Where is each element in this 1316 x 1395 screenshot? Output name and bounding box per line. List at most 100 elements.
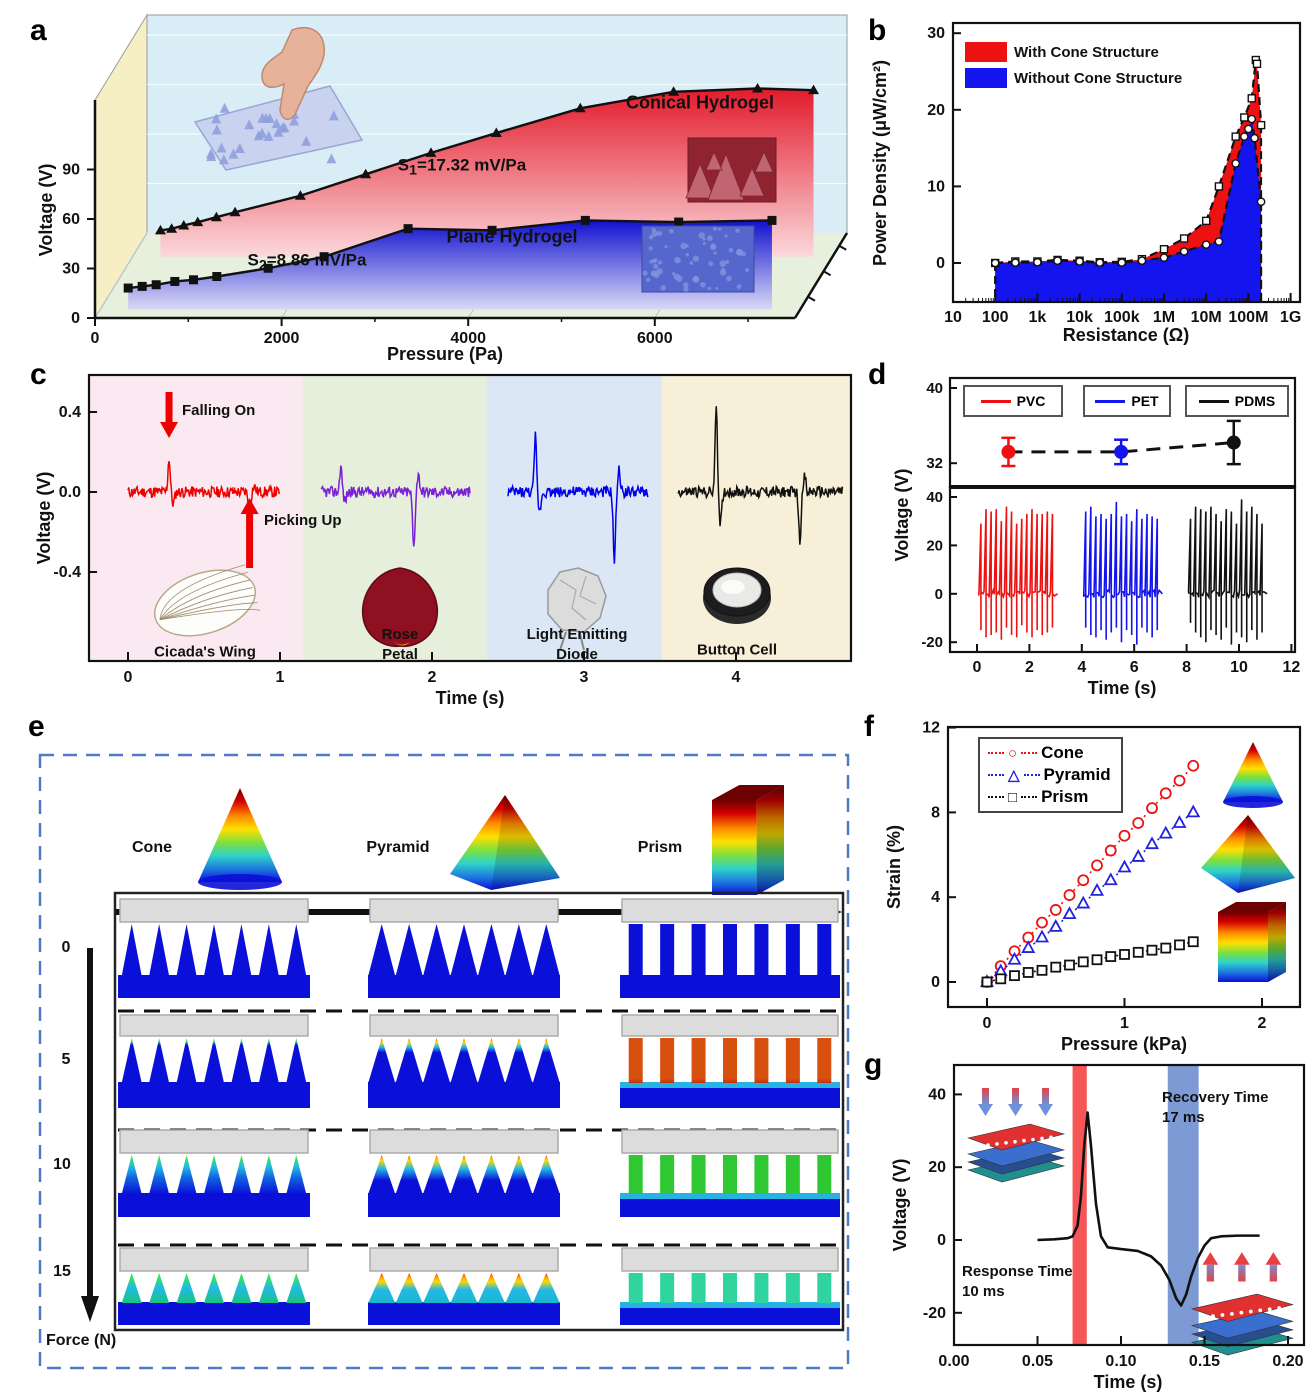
prism-marker-icon: □ xyxy=(1008,788,1018,806)
panel-letter-f: f xyxy=(864,710,874,743)
legend-with-cone: With Cone Structure xyxy=(965,42,1159,62)
panel-letter-a: a xyxy=(30,14,47,47)
svg-text:0: 0 xyxy=(937,1232,946,1249)
svg-text:12: 12 xyxy=(1283,659,1301,676)
recovery-time-label: Recovery Time 17 ms xyxy=(1162,1089,1269,1127)
force-axis-label: Force (N) xyxy=(46,1332,117,1349)
svg-text:2: 2 xyxy=(1258,1015,1267,1032)
plane-hydrogel-label: Plane Hydrogel xyxy=(446,226,578,247)
legend-f-cone: ○ Cone xyxy=(988,743,1111,763)
panel-letter-d: d xyxy=(868,358,887,391)
svg-text:10: 10 xyxy=(944,309,962,326)
svg-text:-20: -20 xyxy=(923,1305,946,1322)
svg-text:12: 12 xyxy=(922,720,940,737)
svg-text:10: 10 xyxy=(1230,659,1248,676)
svg-text:Time (s): Time (s) xyxy=(436,688,505,708)
svg-text:100M: 100M xyxy=(1228,309,1268,326)
svg-text:Voltage (V): Voltage (V) xyxy=(890,1159,910,1252)
svg-text:Power Density (μW/cm²): Power Density (μW/cm²) xyxy=(870,60,890,266)
svg-text:10M: 10M xyxy=(1191,309,1222,326)
pyramid-marker-icon: △ xyxy=(1008,766,1020,784)
svg-text:1: 1 xyxy=(276,669,285,686)
button-cell-label: Button Cell xyxy=(697,641,777,659)
svg-text:0: 0 xyxy=(931,974,940,991)
legend-f-pyramid: △ Pyramid xyxy=(988,765,1111,785)
legend-f: ○ Cone △ Pyramid □ Prism xyxy=(978,737,1123,813)
svg-text:8: 8 xyxy=(931,804,940,821)
svg-text:Strain (%): Strain (%) xyxy=(884,825,904,909)
svg-text:4000: 4000 xyxy=(450,330,486,347)
svg-text:32: 32 xyxy=(926,455,943,472)
svg-text:1k: 1k xyxy=(1029,309,1047,326)
svg-text:2000: 2000 xyxy=(264,330,300,347)
pet-line xyxy=(1095,399,1126,403)
svg-text:0.4: 0.4 xyxy=(59,404,81,421)
svg-text:0.00: 0.00 xyxy=(938,1353,969,1370)
svg-text:0: 0 xyxy=(935,586,943,603)
legend-without-cone: Without Cone Structure xyxy=(965,68,1182,88)
svg-text:0: 0 xyxy=(973,659,982,676)
panel-letter-c: c xyxy=(30,358,47,391)
svg-text:Time (s): Time (s) xyxy=(1094,1372,1163,1392)
svg-text:0.15: 0.15 xyxy=(1189,1353,1220,1370)
rose-petal-label: Rose Petal xyxy=(381,625,419,663)
svg-text:3: 3 xyxy=(580,669,589,686)
conical-hydrogel-label: Conical Hydrogel xyxy=(625,92,775,113)
svg-text:10: 10 xyxy=(927,178,945,195)
led-label: Light Emitting Diode xyxy=(526,625,628,663)
force-0-label: 0 xyxy=(61,939,71,956)
response-time-label: Response Time 10 ms xyxy=(962,1263,1073,1301)
svg-text:0.20: 0.20 xyxy=(1272,1353,1303,1370)
svg-text:40: 40 xyxy=(928,1086,946,1103)
legend-f-prism: □ Prism xyxy=(988,787,1111,807)
with-cone-swatch xyxy=(965,42,1007,62)
svg-text:0.10: 0.10 xyxy=(1105,1353,1136,1370)
cone-shape-label: Cone xyxy=(132,839,172,856)
sensitivity-s2-label: S2=8.86 mV/Pa xyxy=(247,250,367,274)
without-cone-label: Without Cone Structure xyxy=(1014,69,1183,87)
svg-text:40: 40 xyxy=(926,380,943,397)
svg-text:0: 0 xyxy=(124,669,133,686)
svg-text:-20: -20 xyxy=(921,634,943,651)
panel-letter-g: g xyxy=(864,1048,883,1081)
svg-text:-0.4: -0.4 xyxy=(53,564,81,581)
svg-text:6: 6 xyxy=(1130,659,1139,676)
picking-up-label: Picking Up xyxy=(264,512,342,529)
panel-letter-b: b xyxy=(868,14,887,47)
svg-text:20: 20 xyxy=(926,537,943,554)
without-cone-swatch xyxy=(965,68,1007,88)
cone-marker-icon: ○ xyxy=(1008,744,1018,762)
pdms-line xyxy=(1198,399,1229,403)
with-cone-label: With Cone Structure xyxy=(1014,43,1159,61)
svg-text:100k: 100k xyxy=(1104,309,1140,326)
svg-text:0.05: 0.05 xyxy=(1022,1353,1053,1370)
falling-on-label: Falling On xyxy=(182,402,256,419)
pvc-line xyxy=(980,399,1011,403)
svg-text:6000: 6000 xyxy=(637,330,673,347)
svg-text:8: 8 xyxy=(1182,659,1191,676)
svg-text:4: 4 xyxy=(931,889,940,906)
svg-text:4: 4 xyxy=(1077,659,1086,676)
svg-text:10k: 10k xyxy=(1066,309,1093,326)
svg-text:0: 0 xyxy=(936,255,945,272)
svg-text:1M: 1M xyxy=(1153,309,1175,326)
pvc-label: PVC xyxy=(1016,393,1046,409)
force-15-label: 15 xyxy=(53,1263,71,1280)
svg-text:30: 30 xyxy=(927,25,945,42)
svg-text:0.0: 0.0 xyxy=(59,484,81,501)
svg-text:Time (s): Time (s) xyxy=(1088,678,1157,698)
svg-text:4: 4 xyxy=(732,669,741,686)
svg-text:Voltage (V): Voltage (V) xyxy=(34,472,54,565)
pdms-label: PDMS xyxy=(1234,393,1276,409)
svg-text:20: 20 xyxy=(928,1159,946,1176)
sensitivity-s1-label: S1=17.32 mV/Pa xyxy=(397,155,527,179)
svg-text:40: 40 xyxy=(926,489,943,506)
svg-text:0: 0 xyxy=(983,1015,992,1032)
svg-text:90: 90 xyxy=(62,162,80,179)
svg-text:0: 0 xyxy=(91,330,100,347)
svg-text:Pressure (Pa): Pressure (Pa) xyxy=(387,344,503,364)
svg-text:2: 2 xyxy=(1025,659,1034,676)
svg-text:100: 100 xyxy=(982,309,1009,326)
